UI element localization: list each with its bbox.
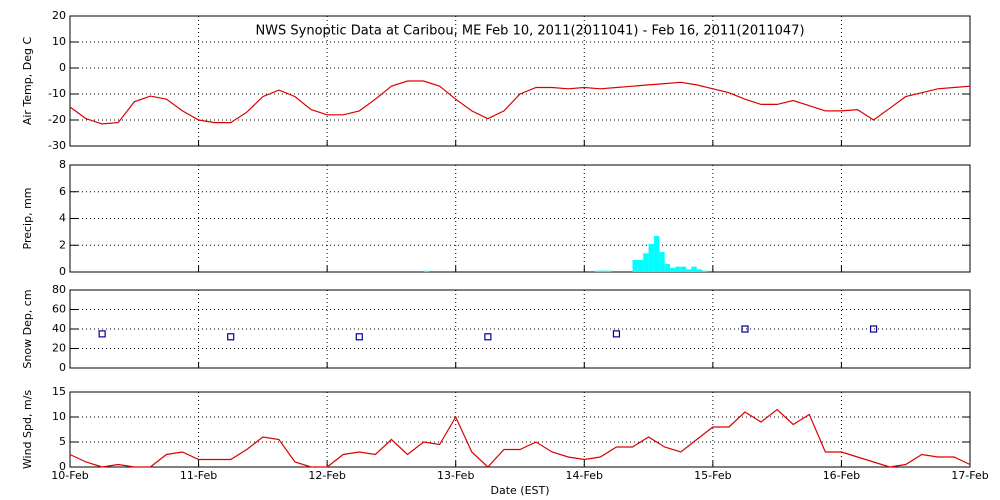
data-line bbox=[69, 80, 971, 125]
bar bbox=[423, 270, 429, 272]
x-tick-label: 11-Feb bbox=[180, 469, 217, 482]
y-axis-label: Air Temp, Deg C bbox=[21, 37, 34, 126]
bar bbox=[643, 253, 649, 272]
bar bbox=[691, 266, 697, 272]
plot-frame bbox=[69, 289, 971, 369]
data-line bbox=[69, 408, 971, 468]
y-tick-label: 0 bbox=[59, 265, 66, 278]
y-tick-label: 20 bbox=[52, 342, 66, 355]
chart-title: NWS Synoptic Data at Caribou, ME Feb 10,… bbox=[255, 24, 804, 39]
bar bbox=[702, 270, 708, 272]
y-tick-label: -20 bbox=[48, 113, 66, 126]
bar bbox=[659, 251, 665, 272]
bar bbox=[664, 263, 671, 272]
x-tick-label: 14-Feb bbox=[566, 469, 603, 482]
bar bbox=[632, 259, 638, 272]
marker bbox=[355, 333, 363, 341]
y-tick-label: 15 bbox=[52, 385, 66, 398]
bar bbox=[675, 266, 681, 272]
x-tick-label: 16-Feb bbox=[823, 469, 860, 482]
marker bbox=[869, 325, 878, 333]
plot-frame bbox=[69, 15, 971, 147]
y-tick-label: 4 bbox=[59, 212, 66, 225]
marker bbox=[484, 333, 492, 341]
y-tick-label: 8 bbox=[59, 158, 66, 171]
y-tick-label: 60 bbox=[52, 303, 66, 316]
bar bbox=[637, 259, 644, 272]
y-axis-label: Snow Dep, cm bbox=[21, 289, 34, 368]
y-tick-label: 20 bbox=[52, 9, 66, 22]
x-tick-label: 17-Feb bbox=[951, 469, 988, 482]
y-tick-label: -10 bbox=[48, 87, 66, 100]
y-tick-label: 40 bbox=[52, 322, 66, 335]
bar bbox=[686, 269, 692, 272]
y-tick-label: 80 bbox=[52, 283, 66, 296]
plot-frame bbox=[69, 164, 971, 273]
y-axis-label: Wind Spd, m/s bbox=[21, 390, 34, 470]
marker bbox=[741, 325, 749, 333]
bar bbox=[600, 270, 606, 272]
bar bbox=[594, 270, 601, 272]
marker bbox=[612, 330, 621, 338]
y-tick-label: 0 bbox=[59, 361, 66, 374]
y-tick-label: 2 bbox=[59, 238, 66, 251]
y-tick-label: 6 bbox=[59, 185, 66, 198]
x-tick-label: 15-Feb bbox=[694, 469, 731, 482]
x-tick-label: 13-Feb bbox=[437, 469, 474, 482]
y-tick-label: 10 bbox=[52, 410, 66, 423]
marker bbox=[227, 333, 235, 341]
bar bbox=[670, 267, 676, 272]
x-axis-label: Date (EST) bbox=[490, 484, 549, 497]
marker bbox=[98, 330, 106, 338]
x-tick-label: 12-Feb bbox=[308, 469, 345, 482]
bar bbox=[696, 269, 703, 272]
y-tick-label: 5 bbox=[59, 435, 66, 448]
y-tick-label: 0 bbox=[59, 460, 66, 473]
bar bbox=[653, 235, 660, 272]
y-tick-label: -30 bbox=[48, 139, 66, 152]
bar bbox=[605, 270, 612, 272]
bar bbox=[680, 266, 687, 272]
plot-frame bbox=[69, 391, 971, 468]
bar bbox=[648, 243, 654, 272]
y-tick-label: 10 bbox=[52, 35, 66, 48]
y-axis-label: Precip, mm bbox=[21, 188, 34, 250]
x-tick-label: 10-Feb bbox=[51, 469, 88, 482]
y-tick-label: 0 bbox=[59, 61, 66, 74]
